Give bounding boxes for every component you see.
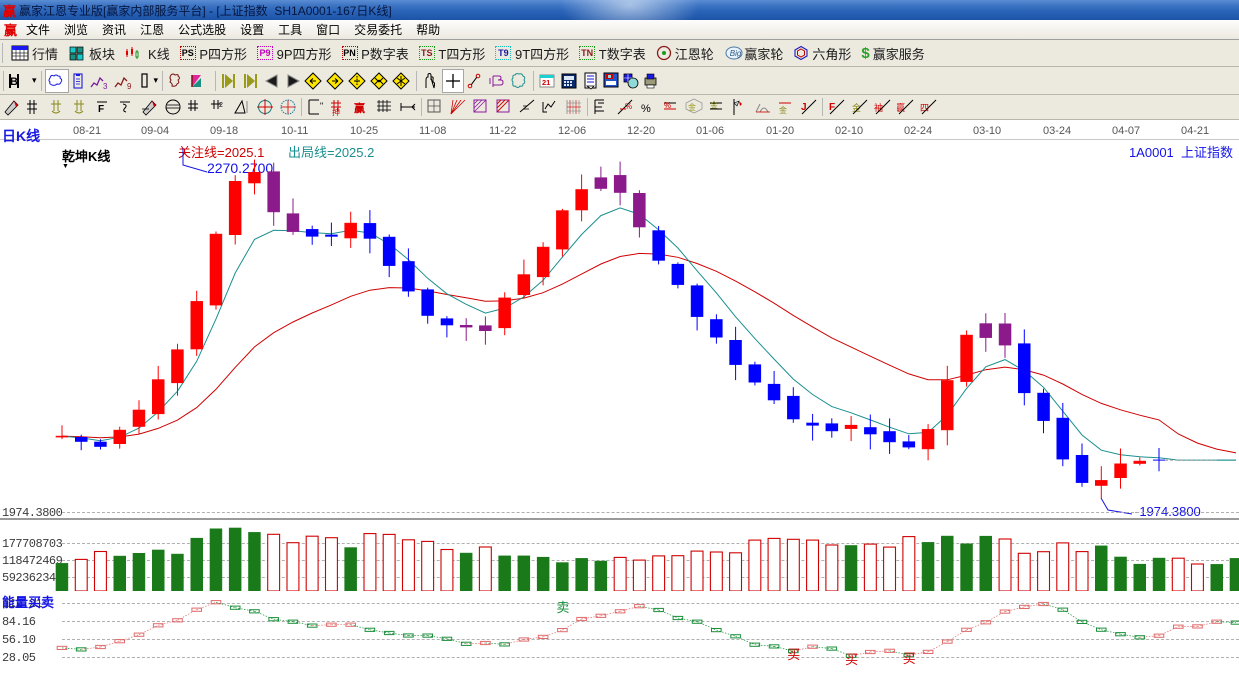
svg-text:%: % [664,101,671,110]
svg-text:%: % [641,103,651,115]
svg-text:B: B [10,76,18,88]
svg-text:买: 买 [845,652,858,667]
svg-text:2: 2 [219,102,223,109]
svg-text:买: 买 [787,647,800,662]
svg-text:": " [320,101,323,111]
svg-text:J: J [801,102,807,113]
svg-text:卖: 卖 [556,600,569,615]
svg-text:%: % [625,102,632,111]
svg-text:买: 买 [903,651,916,666]
svg-text:21: 21 [542,78,550,87]
svg-text:F: F [98,104,104,115]
svg-text:抻: 抻 [332,107,340,116]
svg-text:金: 金 [688,102,696,112]
svg-text:金: 金 [779,105,787,115]
svg-text:9: 9 [127,82,132,90]
svg-text:赢: 赢 [354,101,365,115]
svg-text:3: 3 [103,82,108,90]
svg-text:金: 金 [710,100,718,110]
